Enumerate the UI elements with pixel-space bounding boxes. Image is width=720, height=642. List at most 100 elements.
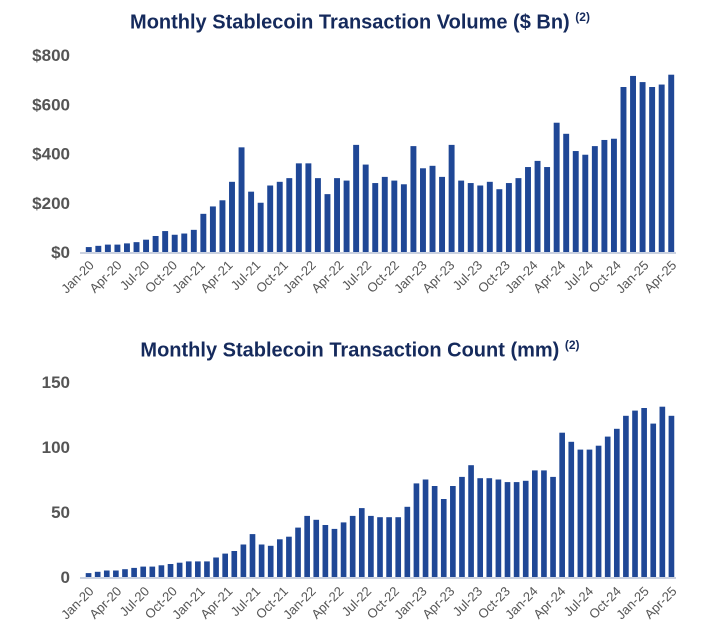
- volume-bar: [95, 245, 102, 252]
- count-y-tick-label: 150: [42, 373, 70, 392]
- count-bar: [158, 565, 165, 577]
- volume-bar: [353, 144, 360, 252]
- volume-bar: [238, 147, 245, 252]
- count-chart-panel: Monthly Stablecoin Transaction Count (mm…: [0, 330, 720, 642]
- count-bar: [185, 561, 192, 577]
- count-bar: [468, 465, 474, 577]
- count-bar: [368, 515, 374, 577]
- count-bar: [122, 569, 128, 577]
- volume-bar: [439, 176, 446, 252]
- volume-bar: [544, 167, 551, 252]
- volume-y-tick-label: $800: [32, 46, 70, 65]
- count-bar: [195, 561, 201, 577]
- volume-bar: [582, 154, 589, 252]
- volume-x-tick-label: Apr-21: [197, 258, 235, 296]
- count-bar: [586, 449, 593, 577]
- count-bar: [477, 478, 484, 577]
- volume-bar: [572, 151, 579, 252]
- volume-y-tick-label: $600: [32, 95, 70, 114]
- volume-bar: [305, 163, 312, 252]
- volume-bar: [295, 163, 302, 252]
- count-x-tick-label: Apr-22: [308, 584, 346, 622]
- count-bar: [650, 423, 657, 577]
- count-bar: [213, 557, 219, 577]
- count-bar: [559, 432, 565, 577]
- volume-bar: [458, 180, 465, 252]
- volume-bar: [649, 87, 656, 252]
- volume-bar: [85, 247, 92, 252]
- volume-bar: [591, 146, 598, 252]
- count-bar: [231, 551, 238, 577]
- count-bar: [131, 567, 137, 577]
- volume-bar: [190, 229, 197, 252]
- volume-bar: [448, 144, 455, 252]
- volume-bar: [324, 194, 331, 252]
- count-y-tick-label: 0: [61, 568, 70, 587]
- count-bar: [504, 482, 511, 577]
- count-bar: [313, 519, 320, 577]
- volume-bar: [553, 122, 560, 252]
- volume-bar: [381, 176, 388, 252]
- volume-bar: [133, 242, 140, 252]
- count-bar: [286, 536, 292, 577]
- volume-bar: [505, 183, 512, 252]
- volume-bar: [420, 168, 426, 252]
- count-y-tick-label: 50: [51, 503, 70, 522]
- volume-bar: [104, 244, 111, 252]
- count-bar: [486, 478, 493, 577]
- volume-x-tick-label: Apr-23: [419, 258, 457, 296]
- count-bar: [358, 508, 365, 577]
- volume-bar: [257, 202, 264, 252]
- volume-bar: [334, 178, 340, 253]
- count-bar: [550, 476, 556, 577]
- volume-bar: [496, 189, 503, 252]
- volume-chart-title-text: Monthly Stablecoin Transaction Volume ($…: [130, 11, 570, 34]
- count-bar: [395, 517, 402, 577]
- volume-bar: [639, 82, 646, 252]
- count-bar: [532, 470, 538, 577]
- volume-x-tick-label: Apr-20: [86, 258, 124, 296]
- volume-bar: [209, 206, 216, 252]
- volume-bar: [229, 181, 235, 252]
- volume-bar: [362, 164, 369, 252]
- count-bar: [541, 470, 547, 577]
- count-x-tick-label: Apr-21: [197, 584, 235, 622]
- count-bar: [513, 482, 520, 577]
- count-bar: [413, 483, 420, 577]
- count-bar: [304, 515, 310, 577]
- count-bar: [167, 564, 174, 577]
- count-bar: [431, 486, 438, 577]
- volume-bar: [219, 200, 226, 252]
- count-bar: [340, 522, 347, 577]
- volume-bar: [143, 239, 150, 252]
- count-bar: [322, 525, 329, 577]
- count-bar: [641, 408, 647, 577]
- volume-bar: [620, 87, 627, 252]
- volume-bar: [248, 191, 255, 252]
- count-bar: [604, 436, 611, 577]
- volume-chart-title: Monthly Stablecoin Transaction Volume ($…: [0, 10, 720, 35]
- count-bar: [613, 428, 620, 577]
- volume-bar: [286, 178, 293, 253]
- volume-bar: [276, 181, 283, 252]
- volume-bar: [114, 244, 121, 252]
- count-bar: [258, 544, 265, 577]
- count-bar: [276, 539, 283, 577]
- count-bar: [377, 517, 383, 577]
- volume-bar: [601, 139, 608, 252]
- volume-bar: [171, 234, 178, 252]
- count-bar: [668, 415, 675, 577]
- count-bar: [422, 479, 429, 577]
- count-bar: [113, 570, 119, 577]
- count-y-tick-label: 100: [42, 438, 70, 457]
- volume-y-tick-label: $0: [51, 243, 70, 262]
- volume-bar: [152, 235, 159, 252]
- volume-bar: [563, 133, 570, 252]
- count-bar: [85, 573, 92, 577]
- volume-bar: [668, 74, 675, 252]
- volume-bar: [486, 181, 493, 252]
- volume-bar: [162, 231, 169, 252]
- count-bar: [595, 445, 602, 577]
- count-bar: [249, 534, 256, 577]
- volume-x-tick-label: Apr-25: [641, 258, 679, 296]
